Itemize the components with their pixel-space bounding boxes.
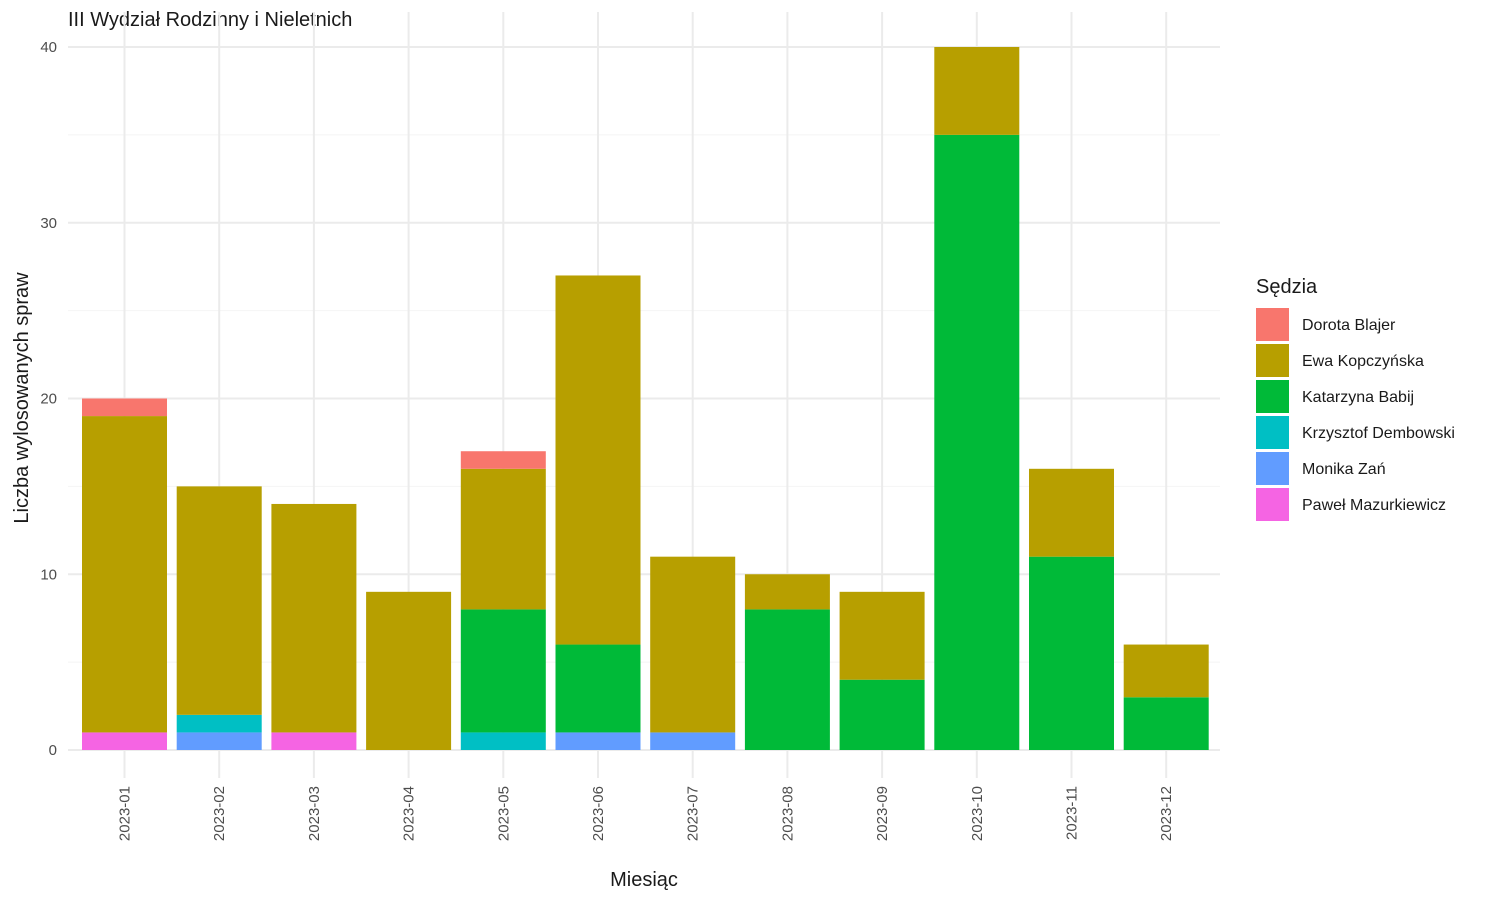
bar-segment: [460, 451, 546, 469]
bar-segment: [82, 416, 167, 733]
legend-label: Paweł Mazurkiewicz: [1302, 497, 1446, 514]
x-tick-label: 2023-02: [211, 786, 228, 841]
x-tick-label: 2023-11: [1064, 786, 1081, 840]
y-tick-label: 30: [40, 215, 57, 232]
bar-segment: [366, 591, 452, 750]
legend: Sędzia Dorota Blajer Ewa Kopczyńska Katarz…: [1256, 276, 1455, 521]
x-tick-label: 2023-06: [590, 786, 607, 841]
bar-segment: [839, 591, 925, 680]
bar-segment: [1123, 644, 1209, 698]
bar-segment: [555, 732, 641, 750]
bar-segment: [555, 275, 641, 645]
bar-segment: [82, 398, 167, 417]
y-tick-label: 10: [40, 566, 57, 583]
legend-label: Ewa Kopczyńska: [1302, 353, 1424, 370]
x-tick-label: 2023-10: [969, 786, 986, 841]
bar-segment: [460, 609, 546, 733]
bar-segment: [744, 609, 830, 750]
y-tick-labels: 0 10 20 30 40: [40, 39, 57, 759]
x-tick-label: 2023-04: [401, 786, 418, 841]
x-tick-label: 2023-05: [495, 786, 512, 841]
y-tick-label: 0: [49, 742, 57, 759]
x-tick-label: 2023-07: [685, 786, 702, 841]
bar-segment: [176, 486, 262, 715]
bar-segment: [1123, 697, 1209, 750]
legend-swatch: [1256, 416, 1289, 449]
legend-swatch: [1256, 380, 1289, 413]
legend-swatch: [1256, 308, 1289, 341]
x-tick-labels: 2023-01 2023-02 2023-03 2023-04 2023-05 2023-…: [117, 786, 1176, 841]
x-tick-label: 2023-03: [306, 786, 323, 841]
legend-swatch: [1256, 344, 1289, 377]
x-tick-label: 2023-12: [1158, 786, 1175, 841]
bar-segment: [650, 732, 736, 750]
y-axis-title: Liczba wylosowanych spraw: [11, 272, 33, 524]
bar-segment: [839, 679, 925, 750]
x-tick-label: 2023-09: [874, 786, 891, 841]
bar-segment: [271, 732, 357, 750]
bar-segment: [650, 556, 736, 733]
bar-segment: [460, 732, 546, 750]
legend-label: Katarzyna Babij: [1302, 389, 1414, 406]
legend-title: Sędzia: [1256, 276, 1318, 298]
bar-segment: [176, 714, 262, 733]
bar-segment: [934, 47, 1020, 135]
bar-segment: [1029, 468, 1114, 557]
bar-segment: [555, 644, 641, 733]
bar-segment: [460, 468, 546, 610]
x-tick-label: 2023-08: [779, 786, 796, 841]
legend-label: Dorota Blajer: [1302, 317, 1396, 334]
y-tick-label: 20: [40, 391, 57, 408]
bar-segment: [82, 732, 167, 750]
bar-segment: [271, 503, 357, 733]
legend-swatch: [1256, 488, 1289, 521]
legend-swatch: [1256, 452, 1289, 485]
legend-label: Monika Zań: [1302, 461, 1386, 478]
bar-segment: [934, 134, 1020, 750]
bar-segment: [744, 574, 830, 610]
x-tick-label: 2023-01: [117, 786, 134, 841]
y-tick-label: 40: [40, 39, 57, 56]
bar-segment: [1029, 556, 1114, 750]
bar-segment: [176, 732, 262, 750]
chart-title: III Wydział Rodzinny i Nieletnich: [68, 9, 352, 31]
legend-label: Krzysztof Dembowski: [1302, 425, 1455, 442]
x-axis-title: Miesiąc: [610, 869, 678, 891]
bars: [82, 47, 1209, 750]
